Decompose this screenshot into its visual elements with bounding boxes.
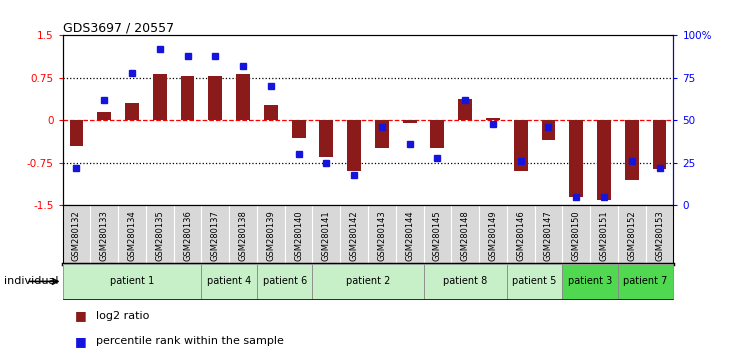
Bar bbox=[125, 103, 139, 120]
Text: patient 8: patient 8 bbox=[443, 276, 487, 286]
Bar bbox=[347, 120, 361, 171]
Text: GSM280135: GSM280135 bbox=[155, 210, 164, 261]
Text: GSM280132: GSM280132 bbox=[72, 210, 81, 261]
Bar bbox=[431, 120, 445, 148]
Bar bbox=[264, 104, 277, 120]
Text: percentile rank within the sample: percentile rank within the sample bbox=[96, 336, 284, 346]
Text: GSM280142: GSM280142 bbox=[350, 210, 358, 261]
Text: GSM280133: GSM280133 bbox=[99, 210, 109, 261]
Bar bbox=[625, 120, 639, 180]
Bar bbox=[291, 120, 305, 138]
Text: GSM280140: GSM280140 bbox=[294, 210, 303, 261]
Bar bbox=[542, 120, 556, 140]
Text: GSM280150: GSM280150 bbox=[572, 210, 581, 261]
Text: GSM280138: GSM280138 bbox=[238, 210, 247, 261]
Text: individual: individual bbox=[4, 276, 59, 286]
Text: GSM280144: GSM280144 bbox=[405, 210, 414, 261]
Bar bbox=[97, 112, 111, 120]
Bar bbox=[180, 76, 194, 120]
Bar bbox=[618, 264, 673, 299]
Text: log2 ratio: log2 ratio bbox=[96, 310, 149, 320]
Text: GSM280137: GSM280137 bbox=[210, 210, 220, 261]
Text: GSM280134: GSM280134 bbox=[127, 210, 136, 261]
Text: GSM280152: GSM280152 bbox=[627, 210, 637, 261]
Bar bbox=[562, 264, 618, 299]
Text: GSM280146: GSM280146 bbox=[516, 210, 526, 261]
Bar bbox=[63, 264, 202, 299]
Text: ■: ■ bbox=[75, 309, 87, 322]
Bar bbox=[486, 118, 500, 120]
Text: GSM280143: GSM280143 bbox=[378, 210, 386, 261]
Bar bbox=[507, 264, 562, 299]
Text: GSM280145: GSM280145 bbox=[433, 210, 442, 261]
Text: GSM280149: GSM280149 bbox=[489, 210, 498, 261]
Bar bbox=[153, 74, 166, 120]
Bar bbox=[653, 120, 667, 169]
Bar bbox=[514, 120, 528, 171]
Text: patient 1: patient 1 bbox=[110, 276, 154, 286]
Text: GSM280141: GSM280141 bbox=[322, 210, 331, 261]
Bar bbox=[423, 264, 507, 299]
Bar bbox=[208, 76, 222, 120]
Text: GSM280151: GSM280151 bbox=[600, 210, 609, 261]
Text: patient 4: patient 4 bbox=[207, 276, 251, 286]
Text: GSM280139: GSM280139 bbox=[266, 210, 275, 261]
Text: patient 3: patient 3 bbox=[568, 276, 612, 286]
Bar bbox=[257, 264, 313, 299]
Bar bbox=[570, 120, 583, 197]
Bar bbox=[69, 120, 83, 146]
Text: patient 5: patient 5 bbox=[512, 276, 557, 286]
Bar bbox=[313, 264, 423, 299]
Bar bbox=[202, 264, 257, 299]
Bar bbox=[597, 120, 611, 200]
Bar bbox=[403, 120, 417, 123]
Text: patient 6: patient 6 bbox=[263, 276, 307, 286]
Text: GSM280136: GSM280136 bbox=[183, 210, 192, 261]
Text: GDS3697 / 20557: GDS3697 / 20557 bbox=[63, 21, 174, 34]
Bar bbox=[319, 120, 333, 157]
Text: patient 2: patient 2 bbox=[346, 276, 390, 286]
Text: GSM280147: GSM280147 bbox=[544, 210, 553, 261]
Bar bbox=[236, 74, 250, 120]
Text: GSM280148: GSM280148 bbox=[461, 210, 470, 261]
Text: ■: ■ bbox=[75, 335, 87, 348]
Bar bbox=[375, 120, 389, 148]
Text: patient 7: patient 7 bbox=[623, 276, 668, 286]
Bar bbox=[459, 99, 472, 120]
Text: GSM280153: GSM280153 bbox=[655, 210, 664, 261]
